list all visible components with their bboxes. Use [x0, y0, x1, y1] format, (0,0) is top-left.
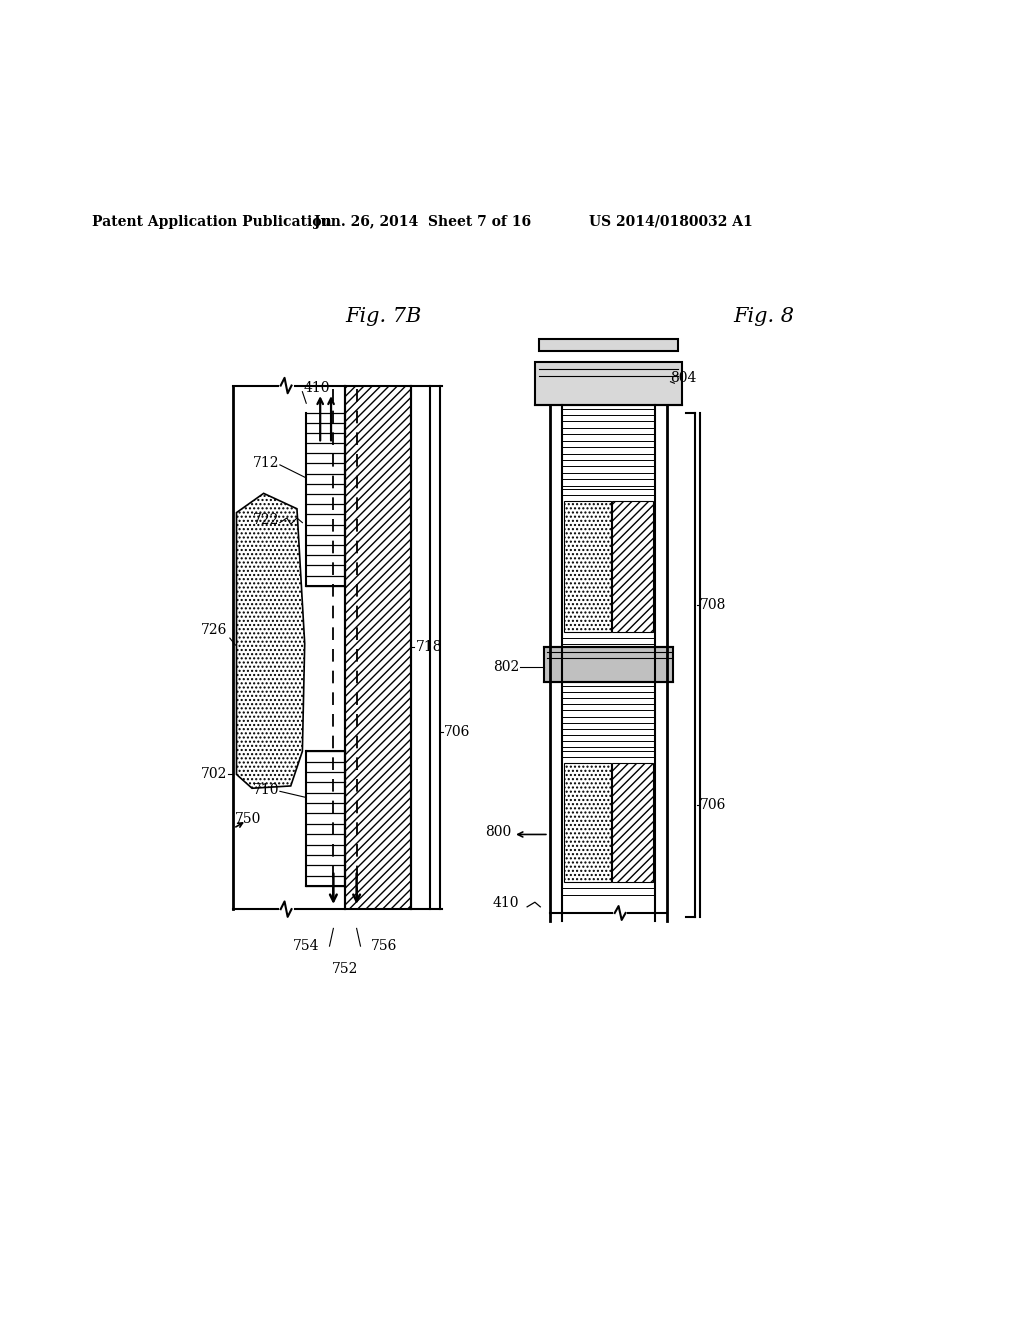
Text: 712: 712: [253, 455, 280, 470]
Text: US 2014/0180032 A1: US 2014/0180032 A1: [589, 215, 753, 228]
Text: Fig. 7B: Fig. 7B: [345, 306, 422, 326]
Bar: [544, 647, 673, 682]
Text: 410: 410: [493, 896, 519, 909]
Text: 722: 722: [253, 513, 280, 527]
Text: 706: 706: [700, 799, 726, 812]
Text: 754: 754: [293, 939, 319, 953]
Text: 410: 410: [303, 381, 330, 395]
Bar: [563, 763, 611, 882]
Bar: [612, 502, 653, 632]
Text: 750: 750: [234, 812, 261, 826]
Bar: [539, 339, 678, 351]
Text: 708: 708: [700, 598, 726, 612]
Text: 800: 800: [485, 825, 512, 840]
Bar: [346, 387, 410, 909]
Text: 752: 752: [332, 962, 358, 977]
Bar: [612, 763, 653, 882]
Text: Patent Application Publication: Patent Application Publication: [92, 215, 332, 228]
Bar: [563, 502, 611, 632]
Text: Fig. 8: Fig. 8: [733, 306, 794, 326]
Text: 804: 804: [671, 371, 697, 385]
Text: 718: 718: [417, 640, 442, 655]
Text: 802: 802: [494, 660, 519, 673]
Bar: [535, 363, 682, 405]
Text: Jun. 26, 2014  Sheet 7 of 16: Jun. 26, 2014 Sheet 7 of 16: [314, 215, 531, 228]
Text: 726: 726: [201, 623, 227, 636]
Text: 706: 706: [443, 725, 470, 739]
Text: 702: 702: [201, 767, 227, 781]
Text: 756: 756: [371, 939, 397, 953]
Text: 710: 710: [253, 783, 280, 797]
